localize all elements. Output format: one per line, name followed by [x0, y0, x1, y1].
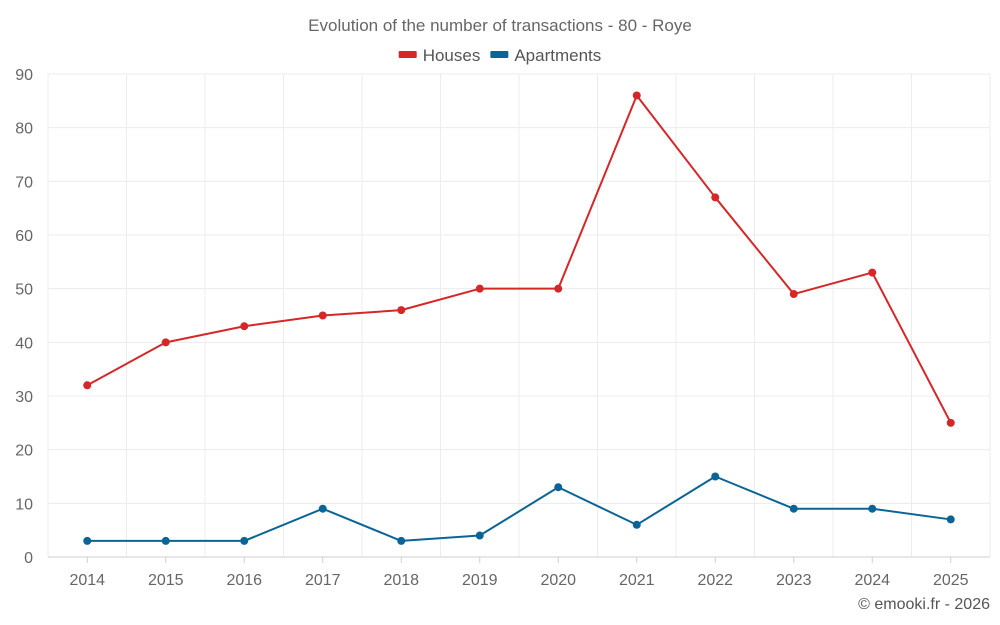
data-point-houses[interactable]: [161, 338, 170, 347]
y-tick-label: 0: [24, 550, 33, 567]
series-layer: [83, 91, 955, 545]
axes: 0 10 20 30 40 50 60 70 80 90 2014 2015 2016 2017 2018 2…: [15, 67, 990, 589]
series-houses: [83, 91, 955, 427]
x-tick-label: 2018: [383, 572, 419, 589]
chart-title: Evolution of the number of transactions …: [308, 16, 692, 35]
data-point-houses[interactable]: [711, 193, 720, 202]
data-point-houses[interactable]: [946, 418, 955, 427]
data-point-apartments[interactable]: [475, 531, 484, 540]
data-point-apartments[interactable]: [554, 483, 563, 492]
legend-item-apartments[interactable]: Apartments: [490, 46, 601, 65]
y-tick-label: 30: [15, 389, 33, 406]
x-tick-label: 2023: [776, 572, 812, 589]
y-tick-label: 20: [15, 443, 33, 460]
data-point-houses[interactable]: [789, 290, 798, 299]
y-tick-label: 10: [15, 496, 33, 513]
data-point-houses[interactable]: [868, 268, 877, 277]
y-tick-label: 90: [15, 67, 33, 84]
data-point-houses[interactable]: [632, 91, 641, 100]
x-tick-label: 2022: [697, 572, 733, 589]
data-point-apartments[interactable]: [868, 504, 877, 513]
data-point-apartments[interactable]: [632, 520, 641, 529]
data-point-apartments[interactable]: [161, 536, 170, 545]
y-tick-label: 40: [15, 335, 33, 352]
data-point-apartments[interactable]: [240, 536, 249, 545]
x-tick-label: 2020: [540, 572, 576, 589]
series-apartments: [83, 472, 955, 545]
data-point-apartments[interactable]: [397, 536, 406, 545]
data-point-apartments[interactable]: [711, 472, 720, 481]
legend-swatch: [398, 51, 417, 58]
credit-text: © emooki.fr - 2026: [858, 596, 990, 613]
data-point-houses[interactable]: [318, 311, 327, 320]
legend: Houses Apartments: [398, 46, 601, 65]
x-tick-label: 2017: [305, 572, 341, 589]
data-point-houses[interactable]: [554, 284, 563, 293]
legend-label: Houses: [423, 46, 481, 65]
data-point-apartments[interactable]: [789, 504, 798, 513]
x-tick-label: 2021: [619, 572, 655, 589]
x-tick-label: 2024: [854, 572, 890, 589]
data-point-houses[interactable]: [475, 284, 484, 293]
legend-swatch: [490, 51, 509, 58]
legend-label: Apartments: [514, 46, 601, 65]
x-tick-label: 2019: [462, 572, 498, 589]
x-tick-label: 2014: [69, 572, 105, 589]
y-tick-label: 50: [15, 282, 33, 299]
data-point-houses[interactable]: [240, 322, 249, 331]
data-point-houses[interactable]: [397, 306, 406, 315]
data-point-apartments[interactable]: [83, 536, 92, 545]
data-point-apartments[interactable]: [318, 504, 327, 513]
series-line-apartments: [87, 475, 951, 542]
x-tick-label: 2015: [148, 572, 184, 589]
y-tick-label: 70: [15, 174, 33, 191]
x-tick-label: 2025: [933, 572, 969, 589]
x-tick-label: 2016: [226, 572, 262, 589]
grid: [47, 73, 991, 557]
data-point-apartments[interactable]: [946, 515, 955, 524]
legend-item-houses[interactable]: Houses: [398, 46, 481, 65]
y-tick-label: 60: [15, 228, 33, 245]
y-tick-label: 80: [15, 121, 33, 138]
data-point-houses[interactable]: [83, 381, 92, 390]
series-line-houses: [86, 94, 952, 424]
